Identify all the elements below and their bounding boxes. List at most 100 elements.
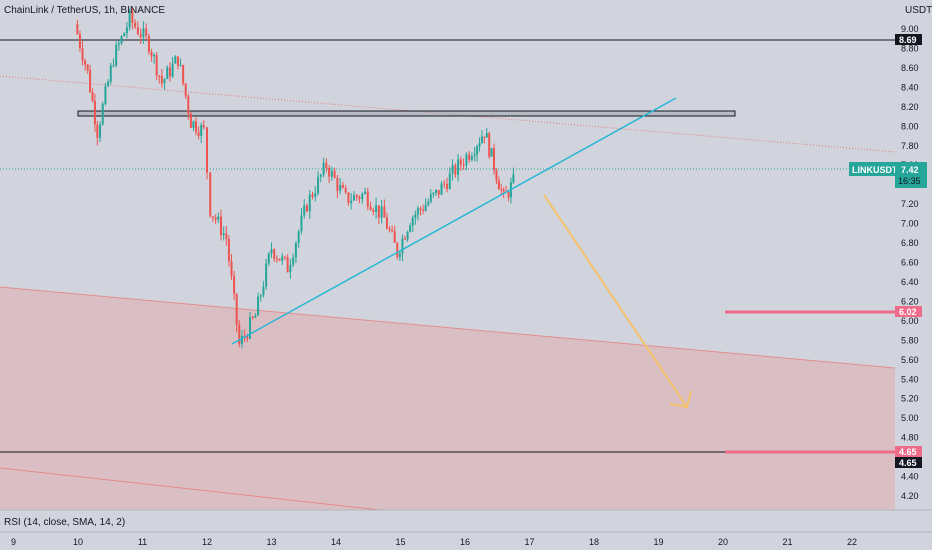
candle — [383, 199, 386, 218]
candle — [391, 225, 394, 233]
candle — [235, 293, 238, 333]
candle — [311, 191, 314, 200]
candle — [401, 234, 404, 262]
candle — [136, 21, 139, 36]
candle — [128, 8, 131, 31]
candle — [325, 158, 328, 173]
candle — [150, 48, 153, 62]
time-tick-label: 17 — [524, 537, 534, 547]
candle — [497, 176, 500, 190]
candle — [131, 7, 134, 30]
candle — [440, 181, 443, 195]
candle — [227, 235, 230, 267]
candle — [89, 64, 92, 94]
candle — [120, 34, 123, 46]
candle — [483, 136, 486, 144]
rsi-label[interactable]: RSI (14, close, SMA, 14, 2) — [4, 517, 125, 528]
candle — [278, 258, 281, 262]
candle — [319, 173, 322, 183]
last-price-tag: LINKUSDT 7.42 16:35 — [849, 162, 927, 188]
candle — [206, 126, 208, 180]
candle — [375, 197, 378, 219]
candle — [281, 253, 284, 265]
candle — [404, 235, 407, 241]
candle — [493, 143, 496, 175]
candle — [372, 207, 375, 216]
candle — [123, 32, 126, 37]
price-tag-price: 7.42 — [901, 165, 919, 175]
time-tick-label: 20 — [718, 537, 728, 547]
candle — [112, 58, 115, 68]
candle — [437, 189, 440, 199]
candle — [184, 83, 187, 100]
price-tag-symbol: LINKUSDT — [852, 165, 898, 175]
tag-8-69-text: 8.69 — [899, 35, 917, 45]
candle — [366, 187, 369, 211]
candle — [257, 292, 260, 316]
candle — [308, 190, 311, 219]
candle — [78, 30, 81, 53]
candle — [283, 255, 286, 261]
candle — [414, 210, 417, 225]
candle — [459, 156, 462, 171]
time-tick-label: 19 — [653, 537, 663, 547]
candle — [254, 313, 257, 318]
candle — [347, 192, 350, 206]
candle — [350, 192, 353, 210]
time-tick-label: 12 — [202, 537, 212, 547]
candle — [197, 126, 200, 140]
price-tick-label: 8.00 — [901, 121, 919, 131]
price-tick-label: 7.80 — [901, 141, 919, 151]
projection-arrow[interactable] — [543, 194, 692, 409]
candle — [275, 255, 278, 263]
candle — [457, 154, 460, 182]
price-tick-label: 5.00 — [901, 413, 919, 423]
candle — [495, 168, 498, 185]
price-tick-label: 4.80 — [901, 433, 919, 443]
candles-group — [76, 7, 515, 349]
candle — [217, 212, 220, 224]
resistance-box[interactable] — [77, 110, 736, 117]
ascending-trendline[interactable] — [231, 97, 677, 345]
time-axis[interactable] — [0, 532, 932, 550]
candle — [364, 187, 367, 195]
candle — [465, 151, 468, 171]
candle — [476, 144, 479, 162]
candle — [339, 177, 342, 195]
time-tick-label: 21 — [782, 537, 792, 547]
currency-label: USDT — [905, 5, 932, 16]
candle — [99, 121, 102, 143]
candle — [259, 293, 262, 302]
candle — [480, 130, 483, 144]
candle — [432, 192, 435, 198]
candle — [468, 151, 471, 163]
candle — [434, 189, 437, 196]
candle — [294, 241, 297, 264]
rsi-pane[interactable] — [0, 510, 932, 532]
candle — [166, 65, 169, 80]
candle — [416, 205, 419, 221]
price-tick-label: 4.20 — [901, 491, 919, 501]
price-tag-countdown: 16:35 — [898, 176, 921, 186]
candle — [427, 198, 430, 207]
symbol-title[interactable]: ChainLink / TetherUS, 1h, BINANCE — [4, 5, 165, 16]
candle — [490, 147, 493, 157]
tag-4-65-pink-text: 4.65 — [899, 447, 917, 457]
candle — [101, 101, 104, 126]
candle — [470, 152, 473, 162]
candle — [429, 188, 432, 204]
price-tick-label: 8.80 — [901, 43, 919, 53]
candle — [200, 122, 203, 144]
time-tick-label: 11 — [138, 537, 147, 547]
candle — [300, 208, 303, 235]
time-tick-label: 13 — [266, 537, 276, 547]
candle — [344, 185, 347, 195]
candle — [289, 259, 292, 279]
candle — [358, 195, 361, 204]
price-axis[interactable] — [895, 0, 932, 510]
candle — [273, 248, 276, 263]
candle — [171, 56, 174, 79]
candle — [189, 112, 192, 128]
